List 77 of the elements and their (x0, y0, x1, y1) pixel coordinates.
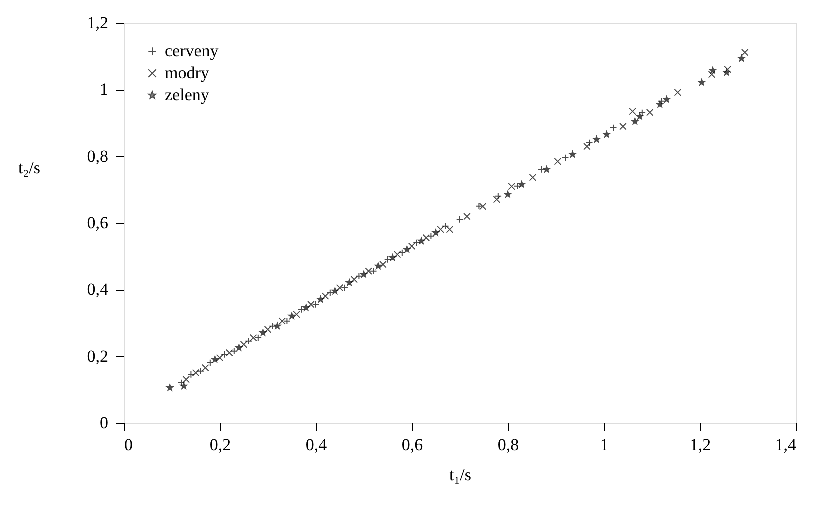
point (658, 98, 666, 105)
point (332, 288, 339, 294)
point (738, 55, 746, 62)
point (317, 296, 324, 303)
point (593, 136, 600, 143)
y-tick-label: 0,4 (87, 280, 109, 300)
point (708, 71, 716, 78)
point (236, 344, 243, 352)
y-tick-label: 0,8 (87, 146, 108, 166)
legend-label: cerveny (165, 42, 220, 60)
point (254, 334, 262, 342)
point (584, 143, 591, 150)
point (610, 124, 618, 132)
x-tick-label: 0,6 (402, 436, 424, 454)
point (389, 254, 396, 262)
point (432, 229, 440, 236)
point (724, 66, 732, 74)
point (709, 67, 716, 74)
point (476, 202, 483, 210)
point (360, 271, 368, 278)
legend-label: zeleny (165, 86, 210, 104)
point (302, 304, 310, 312)
point (464, 213, 471, 220)
y-tick-label: 0 (100, 414, 108, 432)
y-tick-label: 0,6 (87, 214, 108, 232)
point (543, 166, 550, 173)
point (308, 301, 315, 308)
x-tick-label: 0 (124, 436, 133, 454)
point (493, 196, 501, 204)
point (370, 268, 378, 275)
point (518, 181, 526, 188)
point (646, 109, 654, 116)
point (278, 318, 286, 325)
point (250, 334, 258, 342)
point (586, 139, 594, 147)
point (741, 49, 749, 56)
x-tick-label: 0,2 (210, 436, 232, 454)
point (166, 384, 174, 392)
point (494, 192, 502, 200)
point (603, 131, 610, 138)
x-tick-label: 1,4 (775, 436, 797, 454)
point (284, 318, 291, 325)
point (418, 238, 426, 244)
point (529, 174, 537, 182)
point (212, 356, 219, 363)
point (346, 279, 354, 286)
legend-label: modry (165, 64, 210, 82)
point (336, 284, 344, 292)
point (404, 246, 411, 253)
point (260, 329, 267, 336)
point (538, 166, 546, 174)
x-tick-label: 1,2 (690, 436, 712, 454)
point (698, 79, 706, 86)
point (656, 101, 664, 108)
point (620, 123, 627, 130)
y-axis-title: t₂/s (18, 158, 40, 178)
point (569, 151, 576, 158)
y-tick-label: 0,2 (87, 346, 108, 366)
point (636, 113, 644, 120)
point (288, 312, 296, 320)
point (629, 108, 636, 116)
point (674, 89, 682, 96)
y-tick-label: 1 (100, 80, 108, 100)
point (504, 191, 512, 198)
x-tick-label: 0,8 (498, 436, 520, 454)
x-tick-label: 1 (600, 436, 609, 454)
point (479, 203, 487, 210)
point (365, 268, 372, 275)
point (374, 262, 382, 270)
y-tick-label: 1,2 (87, 14, 108, 32)
point (632, 118, 639, 125)
point (663, 96, 670, 103)
x-tick-label: 0,4 (306, 436, 328, 454)
point (180, 382, 188, 390)
point (274, 322, 282, 330)
x-axis-title: t₁/s (450, 466, 472, 484)
point (723, 69, 730, 76)
